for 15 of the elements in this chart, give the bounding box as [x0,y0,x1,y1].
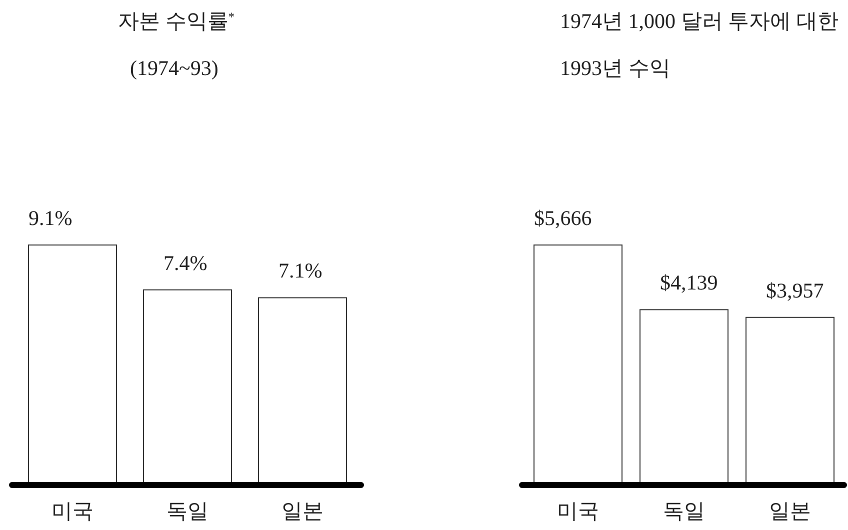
data-label: $3,957 [766,278,824,302]
chart-subtitle: (1974~93) [130,56,218,80]
data-label: $5,666 [534,206,592,230]
chart-title: 자본 수익률$^{*}$ [118,9,235,33]
x-tick-label: 독일 [663,499,705,523]
x-tick-label: 미국 [52,499,94,523]
data-label: 9.1% [28,206,72,230]
x-tick-label: 독일 [166,499,208,523]
x-tick-label: 일본 [282,499,324,523]
x-tick-label: 미국 [557,499,599,523]
data-label: $4,139 [660,270,718,295]
data-label: 7.4% [164,250,208,275]
chart-title: 1974년 1,000 달러 투자에 대한 1993년 수익 [560,9,838,80]
data-label: 7.1% [278,258,322,283]
x-tick-label: 일본 [769,499,811,523]
